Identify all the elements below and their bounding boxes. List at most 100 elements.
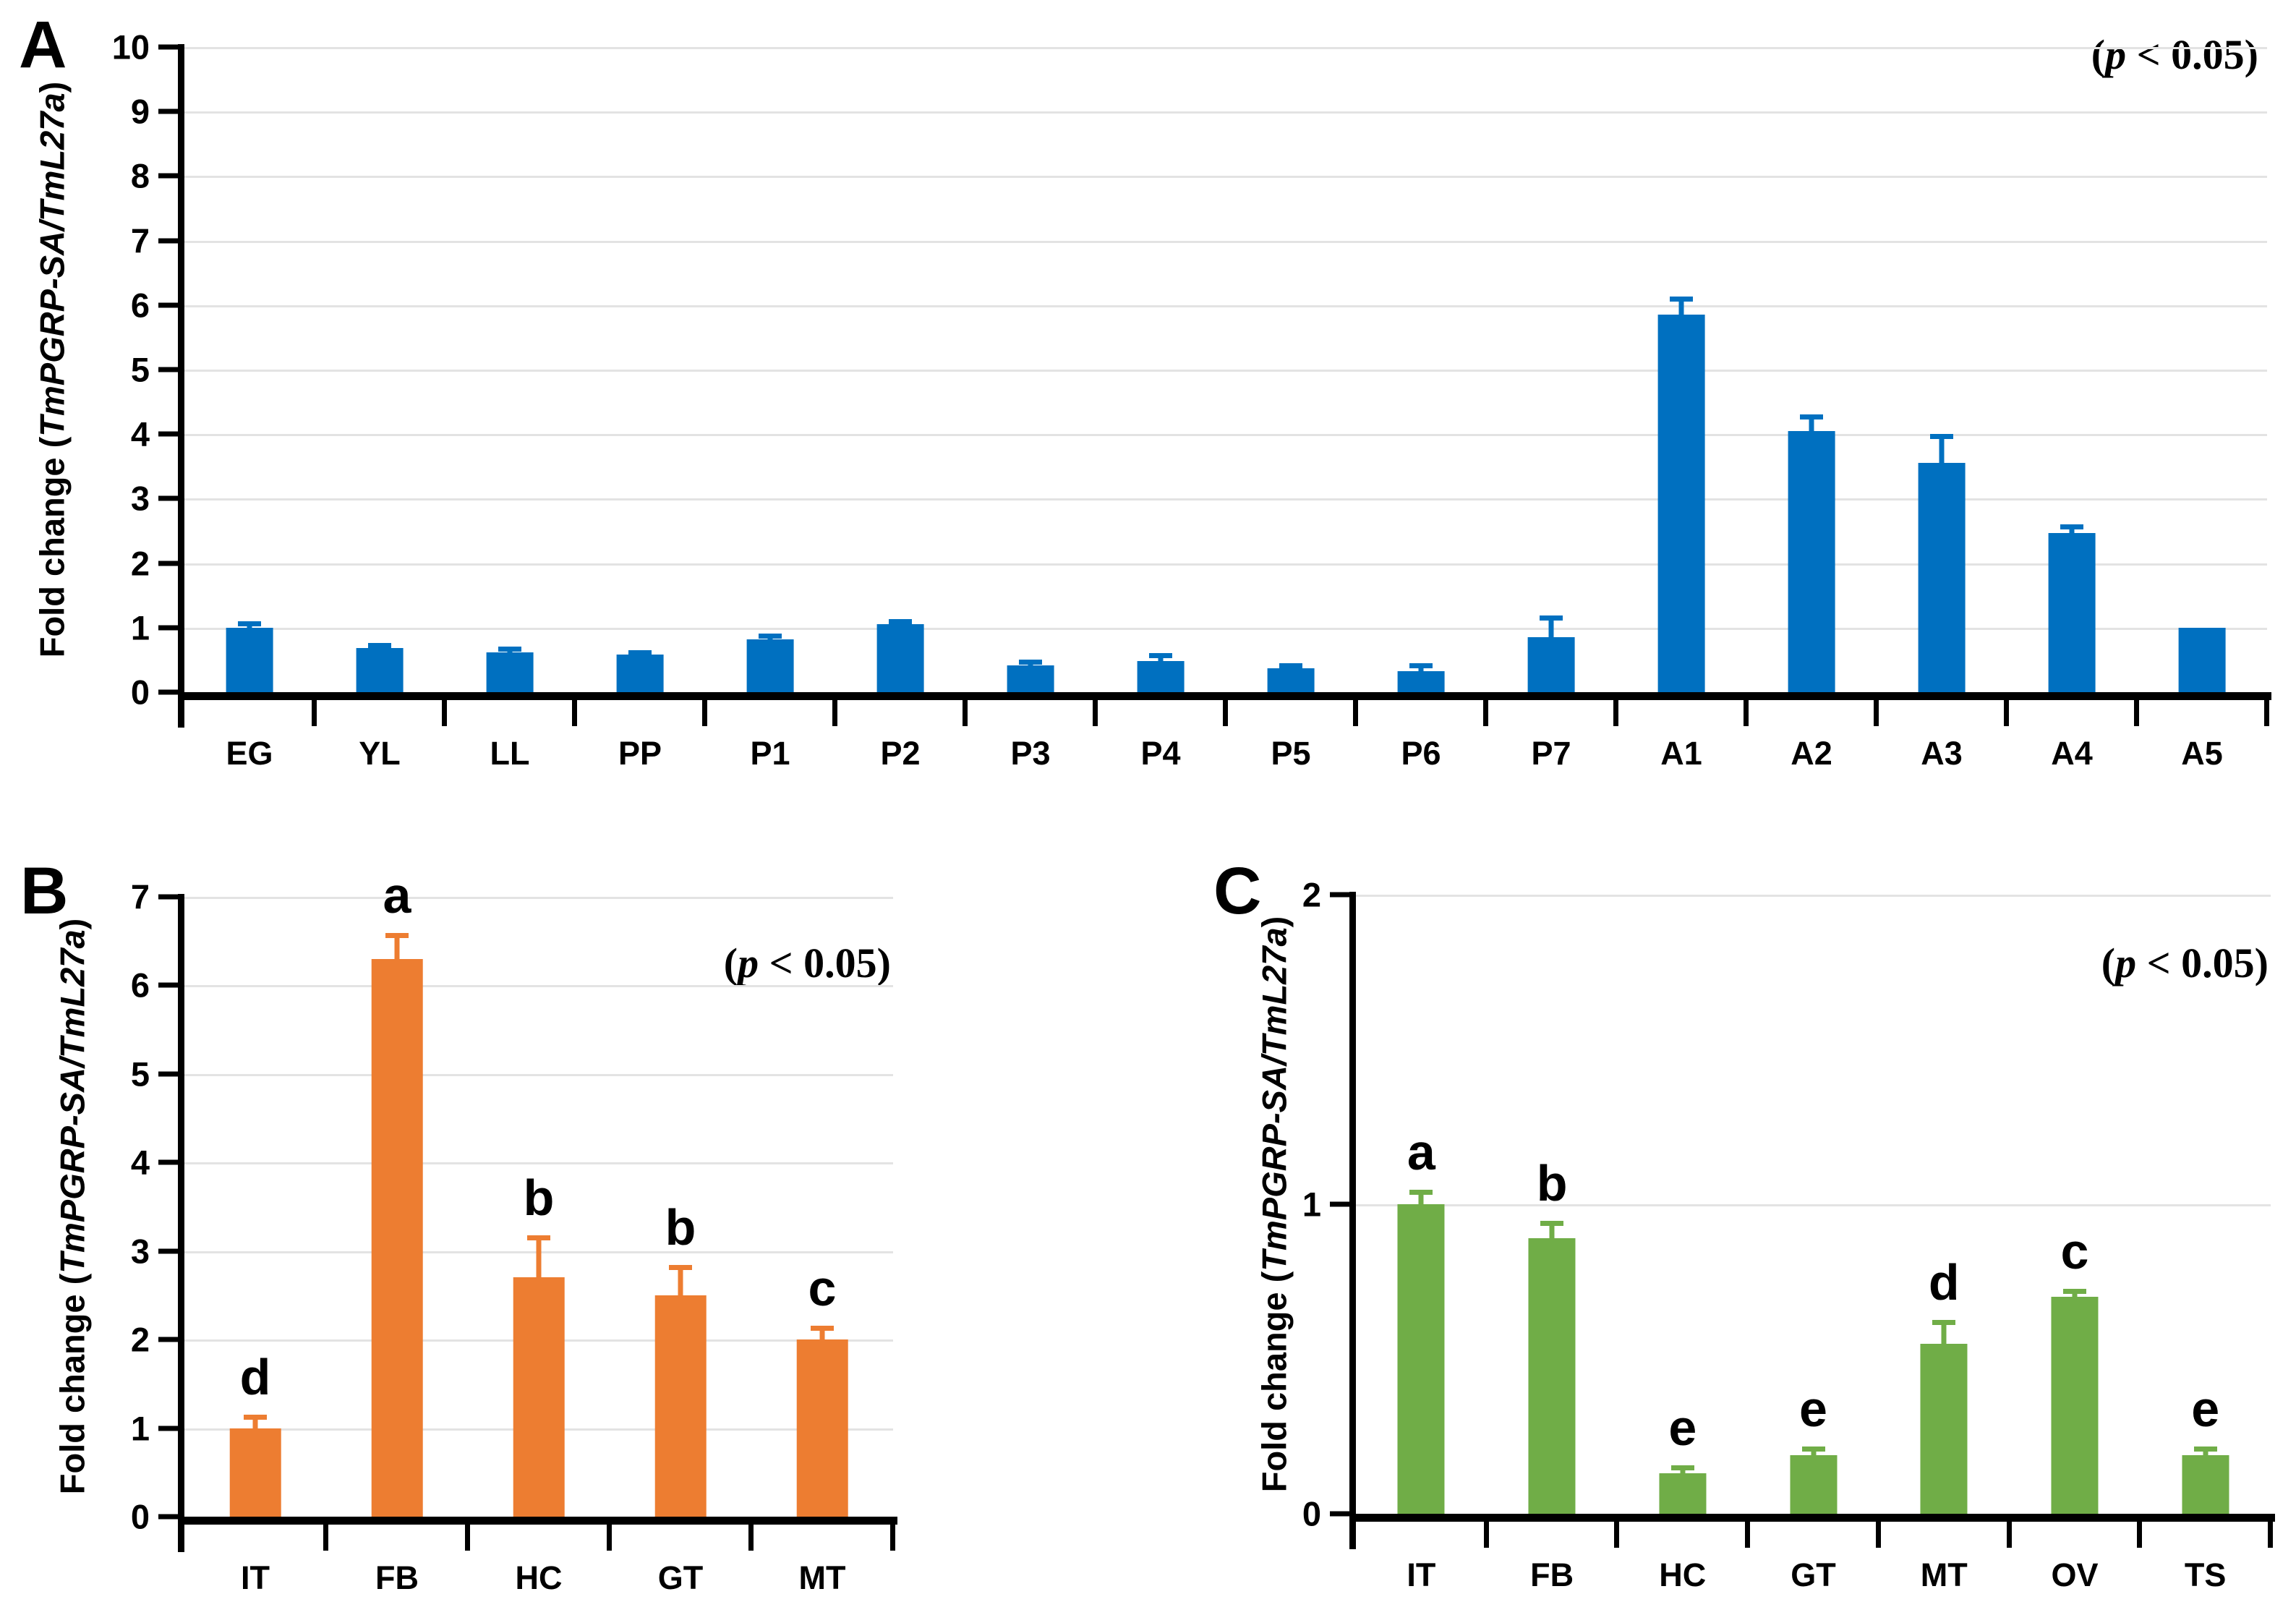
- x-axis-line: [1349, 1514, 2275, 1522]
- y-axis-tick: [158, 1248, 178, 1254]
- y-tick-label: 7: [130, 221, 150, 260]
- category-slot: b HC: [468, 897, 612, 1594]
- x-axis-tick: [1875, 1514, 1881, 1548]
- category-label: A2: [1791, 735, 1832, 772]
- error-bar-cap: [669, 1264, 692, 1270]
- y-tick-label: 1: [130, 608, 150, 647]
- gridline: [184, 434, 2267, 437]
- x-axis-tick: [2268, 1514, 2274, 1548]
- error-bar-cap: [238, 621, 261, 627]
- significance-letter: d: [239, 1348, 271, 1405]
- y-axis-tick: [1330, 892, 1349, 898]
- y-axis-tick: [158, 44, 178, 50]
- y-axis-tick: [158, 894, 178, 900]
- error-bar-cap: [1540, 615, 1563, 621]
- error-bar-cap: [2193, 1447, 2217, 1452]
- error-bar: [1549, 1222, 1555, 1239]
- error-bar-cap: [1019, 660, 1042, 665]
- significance-letter: b: [1536, 1154, 1568, 1211]
- x-axis-tick: [1483, 1514, 1489, 1548]
- panel-b-pvalue-annotation: (p < 0.05): [723, 940, 891, 987]
- error-bar-cap: [1932, 1319, 1956, 1325]
- error-bar-cap: [1540, 1220, 1564, 1226]
- y-tick-label: 5: [130, 350, 150, 389]
- x-axis-tick: [1745, 1514, 1751, 1548]
- y-tick-label: 4: [130, 1143, 150, 1182]
- bar: [226, 627, 273, 692]
- y-axis-tick: [158, 431, 178, 437]
- error-bar: [819, 1328, 825, 1340]
- category-label: A3: [1921, 735, 1963, 772]
- error-bar-cap: [628, 649, 652, 655]
- error-bar: [2072, 1290, 2078, 1298]
- x-axis-tick: [1223, 692, 1228, 726]
- error-bar-cap: [1930, 433, 1953, 439]
- category-label: GT: [1791, 1556, 1836, 1593]
- y-tick-label: 6: [130, 966, 150, 1005]
- category-slot: P2: [835, 47, 968, 770]
- x-axis-tick: [2004, 692, 2009, 726]
- y-tick-label: 0: [130, 1497, 150, 1536]
- category-label: IT: [241, 1559, 270, 1596]
- x-axis-tick: [465, 1517, 470, 1551]
- y-axis-tick: [158, 1514, 178, 1520]
- y-tick-label: 10: [111, 27, 150, 67]
- x-axis-tick: [963, 692, 968, 726]
- gridline: [184, 897, 893, 899]
- y-axis-tick: [158, 1159, 178, 1165]
- category-label: OV: [2051, 1556, 2099, 1593]
- y-title-suffix: ): [1255, 916, 1294, 928]
- y-axis-line: [178, 894, 184, 1552]
- y-axis-tick: [1330, 1201, 1349, 1207]
- panel-a-plot-area: 0 1 2 3 4 5 6 7 8 9 10 EG YL LL PP P1 P2 P3 P4 P5 P6 P7 A1 A2 A3…: [112, 30, 2271, 770]
- bar: [1918, 463, 1966, 692]
- error-bar-cap: [498, 647, 521, 652]
- category-slot: P3: [965, 47, 1098, 770]
- x-axis-line: [178, 1517, 897, 1525]
- y-axis-tick: [158, 238, 178, 244]
- error-bar: [1158, 655, 1164, 662]
- x-axis-tick: [323, 1517, 328, 1551]
- error-bar-cap: [1149, 653, 1172, 659]
- panel-b: B Fold change (TmPGRP-SA/TmL27a) (p < 0.…: [0, 832, 1049, 1602]
- y-tick-label: 5: [130, 1054, 150, 1094]
- gridline: [184, 176, 2267, 179]
- x-axis-tick: [890, 1517, 895, 1551]
- gridline: [184, 627, 2267, 630]
- bar: [796, 1339, 848, 1517]
- category-label: HC: [515, 1559, 563, 1596]
- gridline: [184, 498, 2267, 501]
- error-bar: [2203, 1449, 2208, 1455]
- bar: [1528, 1238, 1576, 1514]
- y-tick-label: 2: [130, 1320, 150, 1359]
- x-axis-tick: [748, 1517, 754, 1551]
- bar: [2178, 627, 2226, 692]
- category-slot: P5: [1226, 47, 1358, 770]
- category-slot: d MT: [1879, 895, 2012, 1591]
- bar: [2048, 532, 2096, 692]
- category-label: MT: [1920, 1556, 1968, 1593]
- bar: [1659, 1473, 1707, 1514]
- gridline: [184, 985, 893, 988]
- panel-a-label: A: [19, 8, 67, 82]
- x-axis-tick: [1353, 692, 1358, 726]
- error-bar-cap: [1670, 296, 1693, 302]
- y-axis-tick: [1330, 1511, 1349, 1517]
- bar: [1920, 1343, 1968, 1514]
- bar: [876, 624, 924, 692]
- category-slot: P4: [1096, 47, 1228, 770]
- bar: [2051, 1297, 2099, 1514]
- category-label: P6: [1401, 735, 1441, 772]
- panel-c-label: C: [1213, 854, 1262, 928]
- gridline: [184, 240, 2267, 243]
- bar: [616, 655, 664, 692]
- significance-letter: d: [1928, 1253, 1960, 1311]
- category-label: A5: [2181, 735, 2223, 772]
- bar-slots: d IT a FB b HC b GT c MT: [184, 870, 895, 1594]
- bar: [513, 1277, 565, 1517]
- x-axis-tick: [1483, 692, 1488, 726]
- y-tick-label: 0: [1302, 1494, 1321, 1533]
- x-axis-tick: [832, 692, 837, 726]
- category-slot: e GT: [1748, 895, 1881, 1591]
- gridline: [1356, 1204, 2271, 1206]
